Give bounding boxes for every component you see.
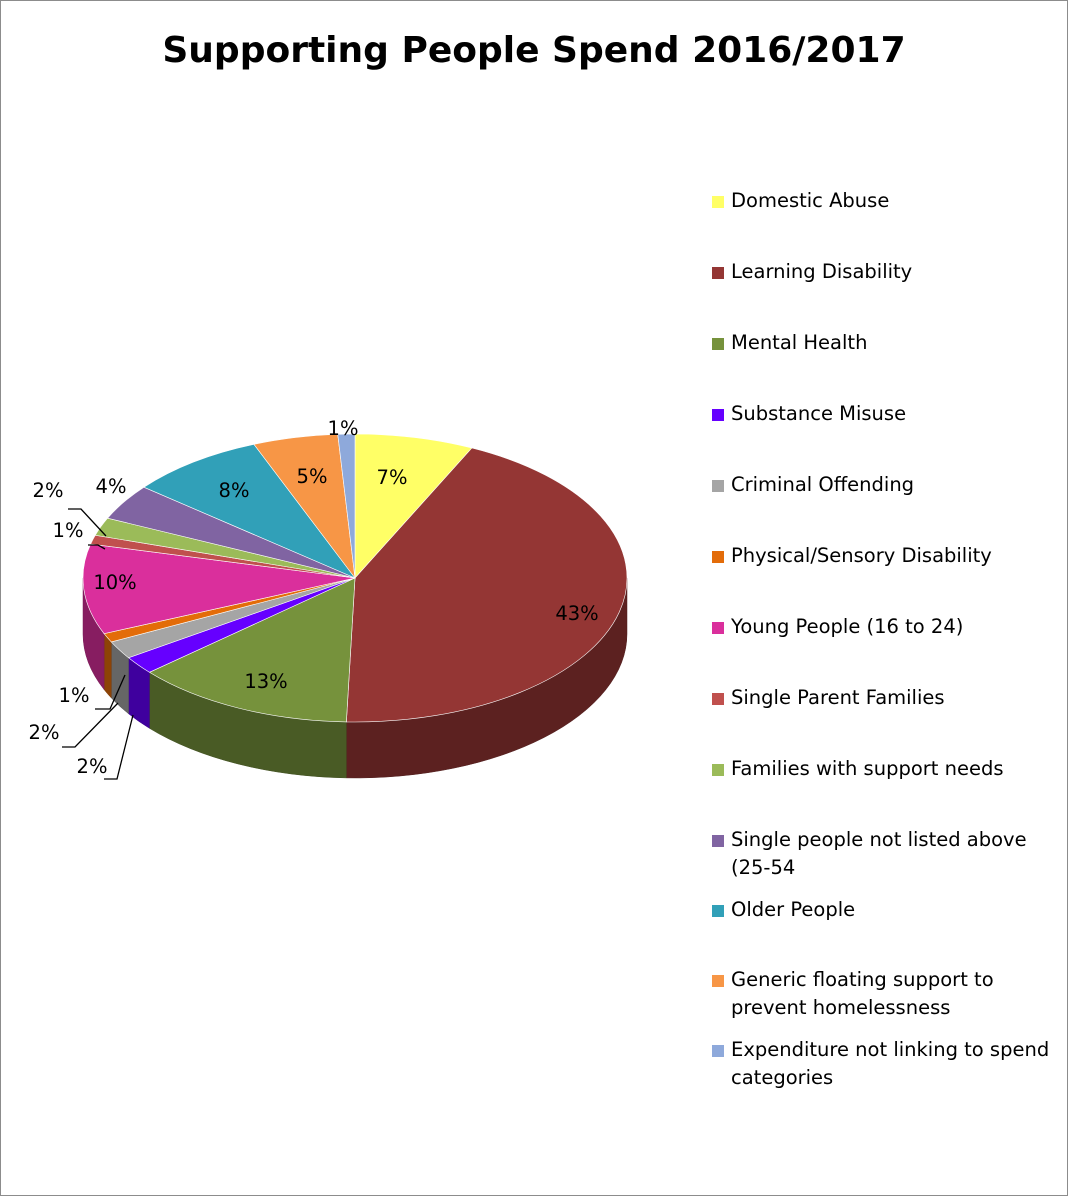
legend-swatch bbox=[712, 338, 724, 350]
data-label-young-people-16-to-24: 10% bbox=[93, 571, 136, 594]
legend-item-physical-sensory-disability: Physical/Sensory Disability bbox=[712, 542, 1057, 570]
data-label-physical-sensory-disability: 1% bbox=[59, 684, 90, 707]
legend-swatch bbox=[712, 409, 724, 421]
legend-item-young-people-16-to-24: Young People (16 to 24) bbox=[712, 613, 1057, 641]
leader-line-physical-sensory-disability bbox=[95, 674, 126, 710]
pie-slice-young-people-16-to-24 bbox=[82, 543, 356, 634]
legend-label: Older People bbox=[731, 898, 856, 921]
legend-item-single-people-not-listed-above-25-54: Single people not listed above (25-54 bbox=[712, 826, 1057, 882]
legend-swatch bbox=[712, 835, 724, 847]
data-label-criminal-offending: 2% bbox=[29, 721, 60, 744]
legend-label: Physical/Sensory Disability bbox=[731, 544, 992, 567]
data-label-single-people-not-listed-above-25-54: 4% bbox=[96, 475, 127, 498]
legend-item-mental-health: Mental Health bbox=[712, 329, 1057, 357]
pie-slice-expenditure-not-linking-to-spend-categories bbox=[337, 433, 356, 579]
chart-title: Supporting People Spend 2016/2017 bbox=[162, 30, 906, 71]
legend-item-generic-floating-support-to-prevent-homelessness: Generic floating support to prevent home… bbox=[712, 966, 1057, 1022]
legend-swatch bbox=[712, 693, 724, 705]
legend-swatch bbox=[712, 196, 724, 208]
legend-label: Criminal Offending bbox=[731, 473, 915, 496]
legend-swatch bbox=[712, 480, 724, 492]
legend-swatch bbox=[712, 1045, 724, 1057]
legend-label: Substance Misuse bbox=[731, 402, 907, 425]
legend-label: Mental Health bbox=[731, 331, 868, 354]
legend-label: Single people not listed above (25-54 bbox=[731, 828, 1027, 879]
data-label-generic-floating-support-to-prevent-homelessness: 5% bbox=[297, 465, 328, 488]
legend-item-families-with-support-needs: Families with support needs bbox=[712, 755, 1057, 783]
data-label-domestic-abuse: 7% bbox=[377, 466, 408, 489]
pie-side-physical-sensory-disability bbox=[103, 632, 112, 699]
legend-label: Expenditure not linking to spend categor… bbox=[731, 1038, 1050, 1089]
data-label-older-people: 8% bbox=[219, 479, 250, 502]
legend-swatch bbox=[712, 267, 724, 279]
legend-swatch bbox=[712, 551, 724, 563]
legend-swatch bbox=[712, 905, 724, 917]
data-label-substance-misuse: 2% bbox=[77, 755, 108, 778]
leader-line-single-parent-families bbox=[88, 544, 106, 550]
legend-swatch bbox=[712, 975, 724, 987]
data-label-families-with-support-needs: 2% bbox=[33, 479, 64, 502]
data-label-expenditure-not-linking-to-spend-categories: 1% bbox=[328, 417, 359, 440]
pie-slice-mental-health bbox=[148, 577, 356, 723]
data-label-single-parent-families: 1% bbox=[53, 519, 84, 542]
legend-label: Single Parent Families bbox=[731, 686, 945, 709]
leader-line-criminal-offending bbox=[62, 702, 119, 748]
legend-item-domestic-abuse: Domestic Abuse bbox=[712, 187, 1057, 215]
legend-item-learning-disability: Learning Disability bbox=[712, 258, 1057, 286]
leader-line-families-with-support-needs bbox=[68, 508, 107, 537]
pie-slice-learning-disability bbox=[346, 447, 628, 723]
legend-label: Young People (16 to 24) bbox=[731, 615, 964, 638]
legend-item-older-people: Older People bbox=[712, 896, 1057, 924]
legend-label: Generic floating support to prevent home… bbox=[731, 968, 994, 1019]
pie-slice-older-people bbox=[143, 443, 356, 579]
legend-item-single-parent-families: Single Parent Families bbox=[712, 684, 1057, 712]
legend-swatch bbox=[712, 764, 724, 776]
legend-label: Families with support needs bbox=[731, 757, 1004, 780]
data-label-learning-disability: 43% bbox=[555, 602, 598, 625]
data-label-mental-health: 13% bbox=[244, 670, 287, 693]
pie-slice-domestic-abuse bbox=[354, 433, 473, 579]
legend-item-criminal-offending: Criminal Offending bbox=[712, 471, 1057, 499]
legend-label: Domestic Abuse bbox=[731, 189, 890, 212]
legend-item-substance-misuse: Substance Misuse bbox=[712, 400, 1057, 428]
leader-line-substance-misuse bbox=[104, 714, 134, 780]
legend-swatch bbox=[712, 622, 724, 634]
legend-item-expenditure-not-linking-to-spend-categories: Expenditure not linking to spend categor… bbox=[712, 1036, 1057, 1092]
legend-label: Learning Disability bbox=[731, 260, 913, 283]
